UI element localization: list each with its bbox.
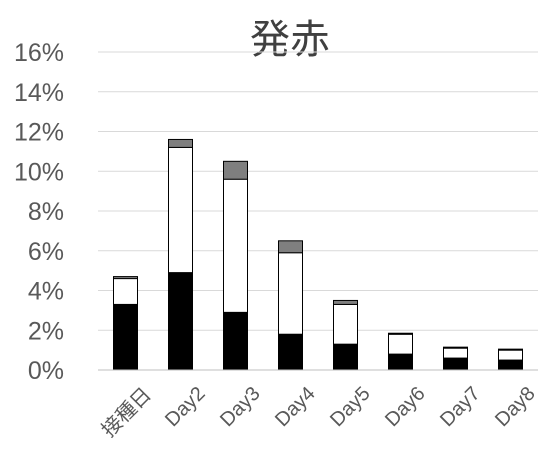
x-tick-label: Day8	[491, 383, 540, 432]
x-tick-label: Day4	[271, 383, 320, 432]
bar-segment	[498, 359, 523, 371]
y-tick-label: 4%	[28, 278, 64, 306]
y-axis-ticks: 0% 2% 4% 6% 8% 10% 12% 14% 16%	[14, 39, 64, 385]
bar-segment	[333, 343, 358, 371]
bar-segment	[223, 311, 248, 371]
bar-segment	[443, 347, 468, 359]
x-tick-label: Day7	[436, 383, 485, 432]
bar-segment	[113, 303, 138, 371]
bar-segment	[113, 276, 138, 280]
y-tick-label: 10%	[14, 158, 64, 186]
bar-segment	[498, 349, 523, 361]
x-tick-label: 接種日	[96, 382, 155, 441]
bars	[113, 138, 523, 371]
bar-segment	[333, 299, 358, 305]
bar-segment	[168, 146, 193, 274]
x-tick-label: Day3	[216, 383, 265, 432]
bar-segment	[278, 333, 303, 371]
x-tick-label: Day2	[161, 383, 210, 432]
bar-segment	[223, 160, 248, 180]
bar-segment	[278, 240, 303, 254]
y-tick-label: 0%	[28, 357, 64, 385]
bar-segment	[388, 333, 413, 355]
bar-segment	[388, 332, 413, 335]
y-tick-label: 6%	[28, 238, 64, 266]
bar-segment	[388, 353, 413, 371]
bar-segment	[113, 278, 138, 305]
chart-title: 発赤	[250, 17, 330, 63]
y-tick-label: 16%	[14, 39, 64, 67]
gridlines	[98, 51, 538, 331]
y-tick-label: 8%	[28, 198, 64, 226]
bar-segment	[278, 252, 303, 335]
bar-segment	[168, 272, 193, 371]
y-tick-label: 14%	[14, 79, 64, 107]
bar-segment	[168, 138, 193, 148]
bar-segment	[333, 303, 358, 345]
x-tick-label: Day5	[326, 383, 375, 432]
x-axis-ticks: 接種日 Day2 Day3 Day4 Day5 Day6 Day7 Day8	[96, 382, 539, 441]
bar-segment	[498, 348, 523, 351]
bar-segment	[223, 178, 248, 313]
y-tick-label: 12%	[14, 119, 64, 147]
x-tick-label: Day6	[381, 383, 430, 432]
bar-segment	[443, 346, 468, 349]
bar-segment	[443, 357, 468, 371]
y-tick-label: 2%	[28, 317, 64, 345]
